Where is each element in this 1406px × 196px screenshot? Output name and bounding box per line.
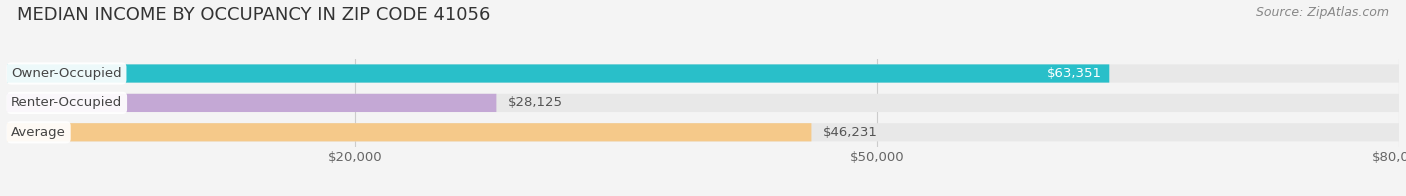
Text: Renter-Occupied: Renter-Occupied bbox=[11, 96, 122, 109]
FancyBboxPatch shape bbox=[7, 64, 1399, 83]
Text: $63,351: $63,351 bbox=[1047, 67, 1102, 80]
Text: Average: Average bbox=[11, 126, 66, 139]
Text: MEDIAN INCOME BY OCCUPANCY IN ZIP CODE 41056: MEDIAN INCOME BY OCCUPANCY IN ZIP CODE 4… bbox=[17, 6, 491, 24]
FancyBboxPatch shape bbox=[7, 123, 811, 142]
Text: $28,125: $28,125 bbox=[508, 96, 562, 109]
FancyBboxPatch shape bbox=[7, 123, 1399, 142]
FancyBboxPatch shape bbox=[7, 64, 1109, 83]
FancyBboxPatch shape bbox=[7, 94, 1399, 112]
Text: Source: ZipAtlas.com: Source: ZipAtlas.com bbox=[1256, 6, 1389, 19]
Text: $46,231: $46,231 bbox=[823, 126, 877, 139]
FancyBboxPatch shape bbox=[7, 94, 496, 112]
Text: Owner-Occupied: Owner-Occupied bbox=[11, 67, 122, 80]
